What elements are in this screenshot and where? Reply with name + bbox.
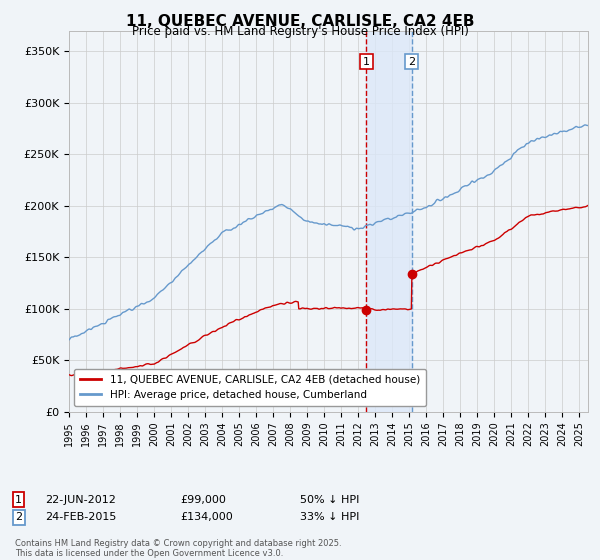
Legend: 11, QUEBEC AVENUE, CARLISLE, CA2 4EB (detached house), HPI: Average price, detac: 11, QUEBEC AVENUE, CARLISLE, CA2 4EB (de… bbox=[74, 368, 426, 407]
Text: 1: 1 bbox=[363, 57, 370, 67]
Text: Price paid vs. HM Land Registry's House Price Index (HPI): Price paid vs. HM Land Registry's House … bbox=[131, 25, 469, 38]
Bar bbox=[367, 31, 412, 412]
Text: 22-JUN-2012: 22-JUN-2012 bbox=[45, 494, 116, 505]
Text: 33% ↓ HPI: 33% ↓ HPI bbox=[300, 512, 359, 522]
Text: 50% ↓ HPI: 50% ↓ HPI bbox=[300, 494, 359, 505]
Text: £134,000: £134,000 bbox=[180, 512, 233, 522]
Text: 2: 2 bbox=[408, 57, 415, 67]
Text: 2: 2 bbox=[15, 512, 22, 522]
Text: Contains HM Land Registry data © Crown copyright and database right 2025.
This d: Contains HM Land Registry data © Crown c… bbox=[15, 539, 341, 558]
Text: 11, QUEBEC AVENUE, CARLISLE, CA2 4EB: 11, QUEBEC AVENUE, CARLISLE, CA2 4EB bbox=[126, 14, 474, 29]
Text: £99,000: £99,000 bbox=[180, 494, 226, 505]
Text: 1: 1 bbox=[15, 494, 22, 505]
Text: 24-FEB-2015: 24-FEB-2015 bbox=[45, 512, 116, 522]
